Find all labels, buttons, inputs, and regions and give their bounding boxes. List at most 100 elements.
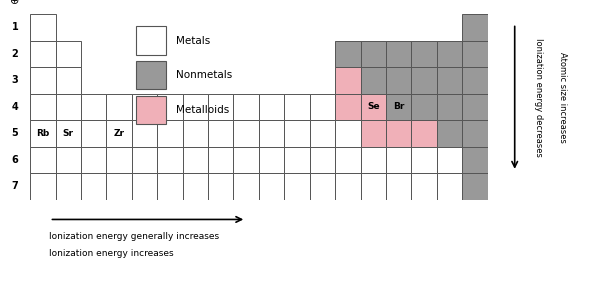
Bar (284, 120, 309, 146)
Bar (309, 94, 335, 120)
Bar (411, 146, 437, 173)
Bar (361, 94, 386, 120)
Bar (81, 94, 107, 120)
Text: 2: 2 (11, 49, 18, 59)
Bar (208, 146, 234, 173)
Bar (30, 94, 55, 120)
Text: ⊕: ⊕ (10, 0, 19, 6)
Bar (361, 120, 386, 146)
Bar (386, 146, 411, 173)
Bar (81, 173, 107, 200)
Bar (462, 173, 488, 200)
Bar (107, 173, 132, 200)
Bar (284, 94, 309, 120)
Bar (411, 67, 437, 94)
Bar (55, 41, 81, 67)
Bar (386, 173, 411, 200)
Bar (81, 146, 107, 173)
Bar (411, 120, 437, 146)
Bar (182, 94, 208, 120)
Bar (437, 41, 462, 67)
Text: Rb: Rb (36, 129, 49, 138)
Bar (132, 173, 157, 200)
Bar (234, 173, 259, 200)
Bar (386, 41, 411, 67)
Bar (437, 120, 462, 146)
Bar (259, 173, 284, 200)
Bar (30, 67, 55, 94)
Text: Metals: Metals (176, 36, 211, 46)
Bar (30, 146, 55, 173)
Bar (437, 94, 462, 120)
Text: 5: 5 (11, 128, 18, 138)
Text: Zr: Zr (114, 129, 125, 138)
Text: 1: 1 (11, 23, 18, 32)
Bar (182, 120, 208, 146)
Bar (335, 94, 361, 120)
Bar (132, 120, 157, 146)
Bar (437, 146, 462, 173)
Bar (259, 146, 284, 173)
Text: Nonmetals: Nonmetals (176, 70, 232, 80)
Bar (234, 146, 259, 173)
Bar (136, 96, 166, 124)
Bar (30, 41, 55, 67)
Bar (107, 120, 132, 146)
Bar (361, 173, 386, 200)
Bar (55, 120, 81, 146)
Bar (386, 120, 411, 146)
Bar (411, 173, 437, 200)
Bar (81, 120, 107, 146)
Bar (55, 67, 81, 94)
Bar (208, 173, 234, 200)
Bar (437, 173, 462, 200)
Bar (157, 146, 182, 173)
Bar (132, 94, 157, 120)
Bar (361, 67, 386, 94)
Bar (107, 94, 132, 120)
Bar (309, 120, 335, 146)
Text: Ionization energy decreases: Ionization energy decreases (535, 38, 543, 157)
Text: 6: 6 (11, 155, 18, 165)
Bar (259, 120, 284, 146)
Text: Metalloids: Metalloids (176, 105, 229, 115)
Bar (234, 120, 259, 146)
Bar (335, 67, 361, 94)
Bar (462, 146, 488, 173)
Bar (30, 120, 55, 146)
Bar (55, 173, 81, 200)
Bar (335, 146, 361, 173)
Bar (132, 146, 157, 173)
Bar (30, 173, 55, 200)
Text: Ionization energy generally increases: Ionization energy generally increases (49, 232, 220, 241)
Bar (55, 146, 81, 173)
Bar (386, 67, 411, 94)
Text: Se: Se (367, 102, 379, 111)
Bar (234, 94, 259, 120)
Bar (309, 173, 335, 200)
Bar (462, 67, 488, 94)
Bar (55, 94, 81, 120)
Bar (157, 94, 182, 120)
Bar (284, 173, 309, 200)
Bar (411, 94, 437, 120)
Bar (259, 94, 284, 120)
Bar (462, 14, 488, 41)
Text: Ionization energy increases: Ionization energy increases (49, 249, 174, 258)
Bar (208, 94, 234, 120)
Bar (361, 41, 386, 67)
Bar (182, 173, 208, 200)
Text: 3: 3 (11, 76, 18, 86)
Text: Atomic size increases: Atomic size increases (559, 52, 567, 143)
Bar (284, 146, 309, 173)
Bar (411, 41, 437, 67)
Text: 4: 4 (11, 102, 18, 112)
Bar (462, 94, 488, 120)
Bar (157, 173, 182, 200)
Text: Sr: Sr (63, 129, 73, 138)
Bar (136, 27, 166, 55)
Bar (30, 14, 55, 41)
Bar (386, 94, 411, 120)
Bar (462, 120, 488, 146)
Bar (361, 146, 386, 173)
